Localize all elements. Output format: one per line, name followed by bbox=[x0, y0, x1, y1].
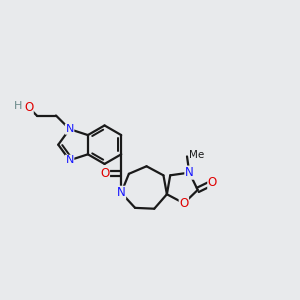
Text: H: H bbox=[14, 101, 22, 111]
Text: O: O bbox=[100, 167, 110, 180]
Text: Me: Me bbox=[189, 150, 204, 161]
Text: N: N bbox=[65, 155, 74, 165]
Text: N: N bbox=[117, 186, 126, 199]
Text: O: O bbox=[179, 197, 188, 210]
Text: O: O bbox=[208, 176, 217, 189]
Text: N: N bbox=[185, 166, 194, 179]
Text: N: N bbox=[65, 124, 74, 134]
Text: O: O bbox=[24, 101, 33, 114]
